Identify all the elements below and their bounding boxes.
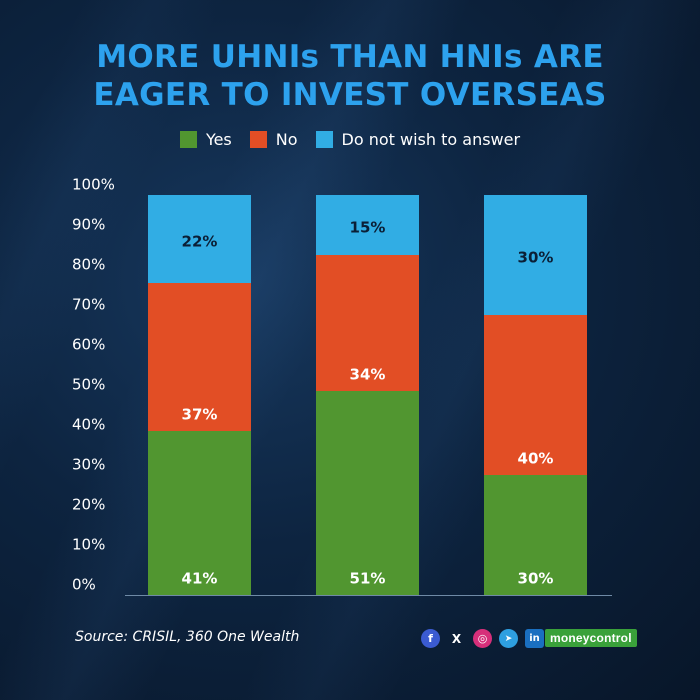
title-line-1: MORE UHNIs THAN HNIs ARE bbox=[96, 39, 604, 75]
data-label: 34% bbox=[350, 366, 386, 384]
bar-segment-do-not-wish-to-answer bbox=[484, 195, 587, 315]
y-tick-label: 70% bbox=[72, 296, 105, 314]
y-tick-label: 30% bbox=[72, 456, 105, 474]
y-tick-label: 20% bbox=[72, 496, 105, 514]
legend-label-yes: Yes bbox=[205, 130, 232, 149]
legend-item-no: No bbox=[249, 130, 298, 149]
moneycontrol-logo: moneycontrol bbox=[545, 629, 637, 647]
legend-swatch-no bbox=[249, 131, 267, 148]
y-tick-label: 100% bbox=[72, 176, 115, 194]
linkedin-icon[interactable]: in bbox=[525, 629, 544, 648]
chart-title: MORE UHNIs THAN HNIs ARE EAGER TO INVEST… bbox=[0, 38, 700, 114]
x-icon[interactable]: X bbox=[451, 631, 462, 646]
data-label: 37% bbox=[182, 406, 218, 424]
y-tick-label: 40% bbox=[72, 416, 105, 434]
bar-segment-yes bbox=[484, 475, 587, 595]
legend-label-no: No bbox=[275, 130, 298, 149]
y-tick-label: 90% bbox=[72, 216, 105, 234]
legend-item-no-answer: Do not wish to answer bbox=[315, 130, 521, 149]
social-links: f X ◎ ➤ in bbox=[421, 629, 544, 648]
chart-legend: Yes No Do not wish to answer bbox=[0, 130, 700, 149]
data-label: 15% bbox=[350, 219, 386, 237]
data-label: 30% bbox=[518, 570, 554, 588]
legend-swatch-yes bbox=[179, 131, 197, 148]
telegram-icon[interactable]: ➤ bbox=[499, 629, 518, 648]
legend-swatch-no-answer bbox=[315, 131, 333, 148]
bar-segment-no bbox=[316, 255, 419, 391]
source-note: Source: CRISIL, 360 One Wealth bbox=[75, 629, 300, 645]
y-tick-label: 80% bbox=[72, 256, 105, 274]
y-tick-label: 0% bbox=[72, 576, 96, 594]
data-label: 41% bbox=[182, 570, 218, 588]
data-label: 22% bbox=[182, 233, 218, 251]
y-tick-label: 50% bbox=[72, 376, 105, 394]
data-label: 51% bbox=[350, 570, 386, 588]
bar-segment-no bbox=[484, 315, 587, 475]
bar-segment-yes bbox=[316, 391, 419, 595]
y-tick-label: 60% bbox=[72, 336, 105, 354]
y-tick-label: 10% bbox=[72, 536, 105, 554]
legend-label-no-answer: Do not wish to answer bbox=[341, 130, 521, 149]
bar-segment-yes bbox=[148, 431, 251, 595]
bar-segment-no bbox=[148, 283, 251, 431]
bar-segment-do-not-wish-to-answer bbox=[316, 195, 419, 255]
data-label: 40% bbox=[518, 450, 554, 468]
bar-segment-do-not-wish-to-answer bbox=[148, 195, 251, 283]
facebook-icon[interactable]: f bbox=[421, 629, 440, 648]
title-line-2: EAGER TO INVEST OVERSEAS bbox=[93, 77, 607, 113]
legend-item-yes: Yes bbox=[179, 130, 232, 149]
instagram-icon[interactable]: ◎ bbox=[473, 629, 492, 648]
data-label: 30% bbox=[518, 249, 554, 267]
